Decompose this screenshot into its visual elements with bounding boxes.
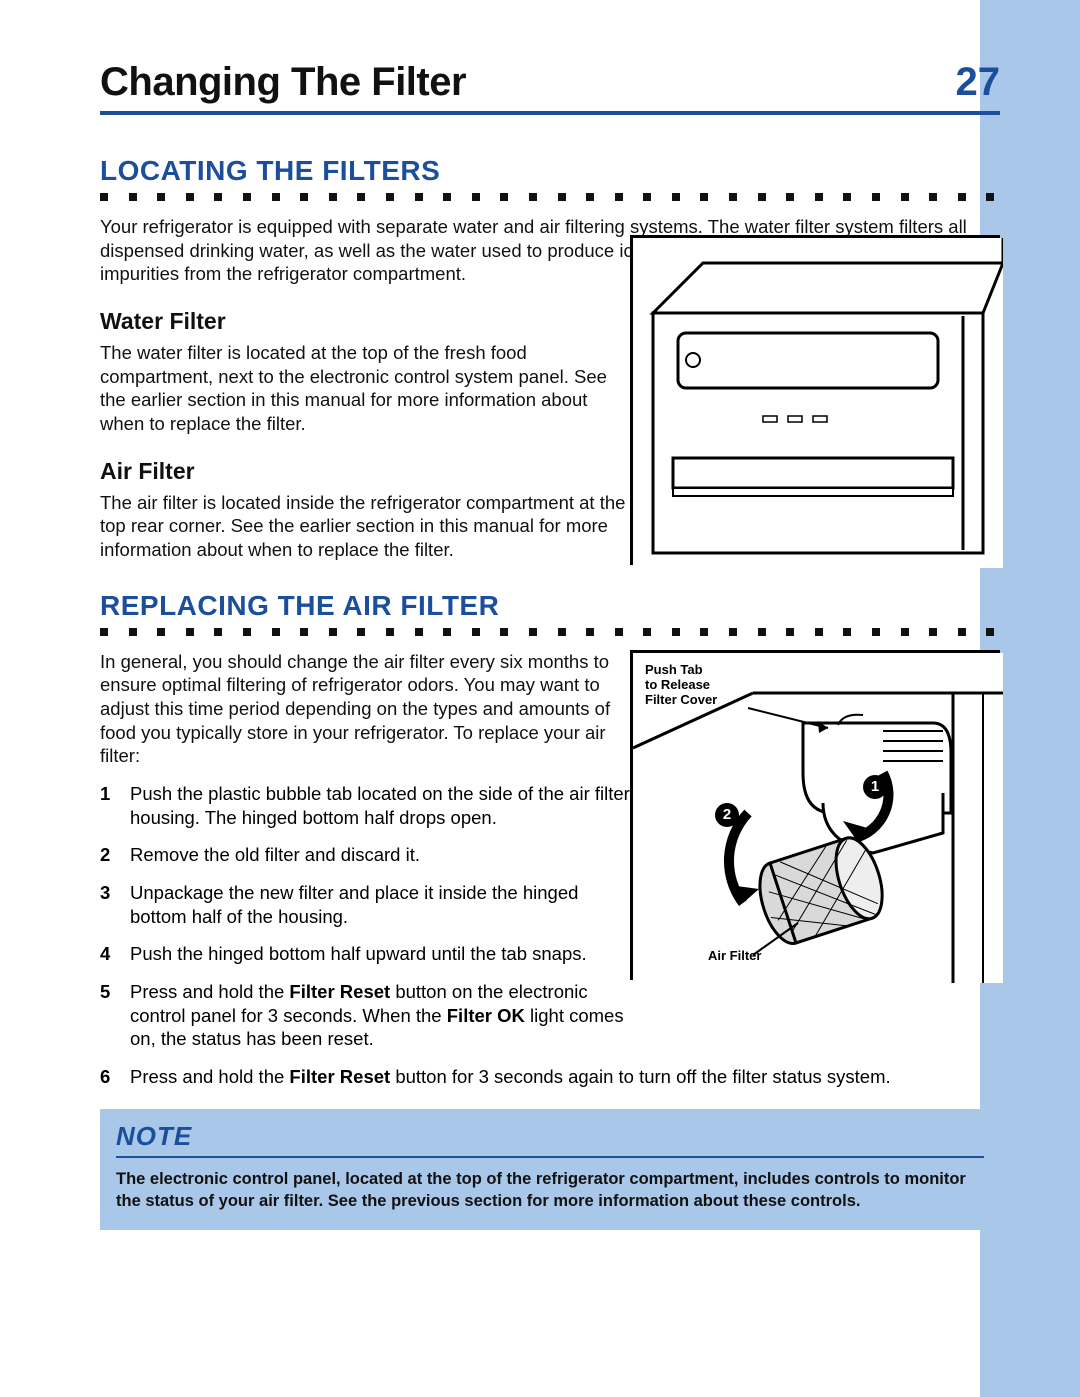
step-6-text: Press and hold the Filter Reset button f… <box>130 1066 891 1087</box>
replacing-text-col: In general, you should change the air fi… <box>100 650 630 1089</box>
locating-two-col: Your refrigerator is equipped with separ… <box>100 215 980 562</box>
step-item: Press and hold the Filter Reset button o… <box>100 980 630 1051</box>
page-content: Changing The Filter 27 LOCATING THE FILT… <box>100 60 980 1230</box>
figure-label-air-filter: Air Filter <box>708 949 761 964</box>
figure-air-filter: Push Tab to Release Filter Cover Air Fil… <box>630 650 1000 980</box>
replacing-two-col: In general, you should change the air fi… <box>100 650 980 1089</box>
figure-label-tab: Push Tab to Release Filter Cover <box>645 663 717 708</box>
manual-page: Changing The Filter 27 LOCATING THE FILT… <box>0 0 1080 1397</box>
note-title: NOTE <box>116 1121 984 1158</box>
water-filter-heading: Water Filter <box>100 308 630 335</box>
step-5-text: Press and hold the Filter Reset button o… <box>130 981 624 1049</box>
dotted-rule <box>100 193 1000 201</box>
figure-fridge-top <box>630 235 1000 565</box>
section-heading-replacing: REPLACING THE AIR FILTER <box>100 590 980 622</box>
step-item: Push the plastic bubble tab located on t… <box>100 782 630 829</box>
dotted-rule <box>100 628 1000 636</box>
title-row: Changing The Filter 27 <box>100 60 1000 115</box>
air-filter-heading: Air Filter <box>100 458 630 485</box>
page-title: Changing The Filter <box>100 60 466 105</box>
replacement-steps: Push the plastic bubble tab located on t… <box>100 782 630 1089</box>
step-item: Remove the old filter and discard it. <box>100 843 630 867</box>
step-item: Push the hinged bottom half upward until… <box>100 942 630 966</box>
fridge-illustration-icon <box>633 238 1003 568</box>
note-body: The electronic control panel, located at… <box>116 1168 984 1213</box>
air-filter-text: The air filter is located inside the ref… <box>100 491 630 562</box>
step-item: Press and hold the Filter Reset button f… <box>100 1065 950 1089</box>
note-box: NOTE The electronic control panel, locat… <box>100 1109 1000 1231</box>
replacing-intro: In general, you should change the air fi… <box>100 650 630 768</box>
page-number: 27 <box>956 60 1001 105</box>
section-heading-locating: LOCATING THE FILTERS <box>100 155 980 187</box>
figure-callout-1: 1 <box>863 775 887 799</box>
step-item: Unpackage the new filter and place it in… <box>100 881 630 928</box>
figure-callout-2: 2 <box>715 803 739 827</box>
water-filter-text: The water filter is located at the top o… <box>100 341 630 436</box>
